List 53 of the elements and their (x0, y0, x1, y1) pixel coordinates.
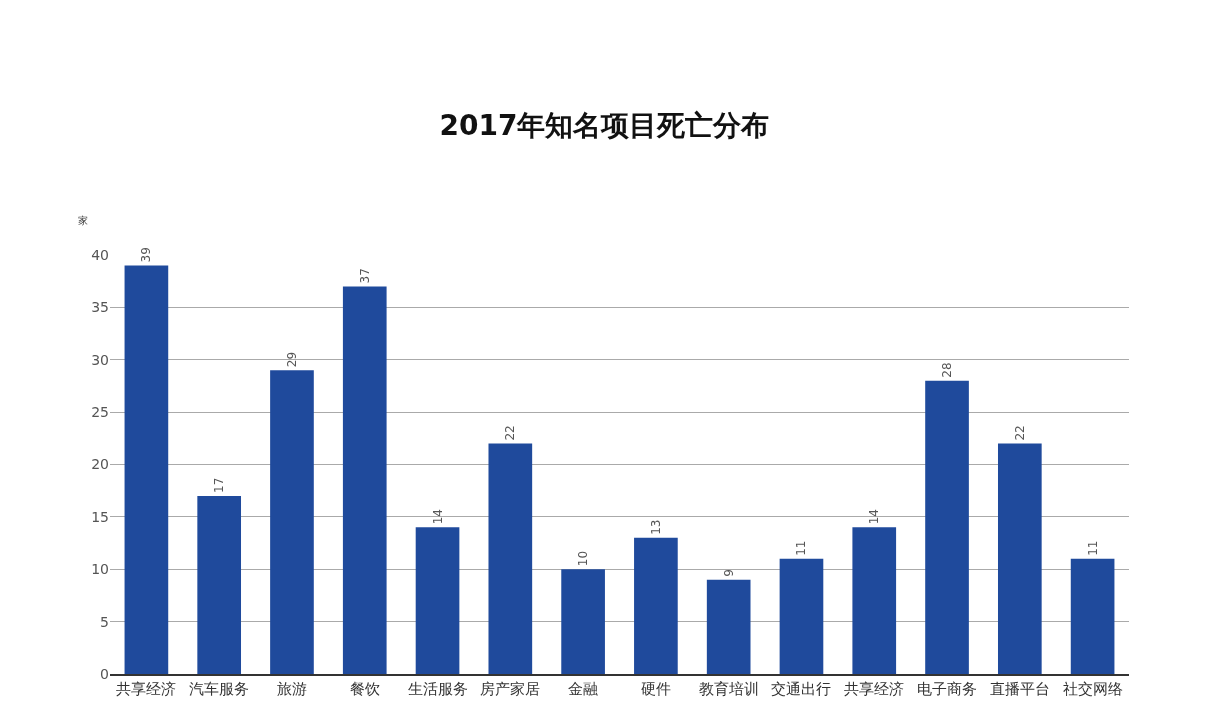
x-tick-label: 金融 (568, 680, 599, 698)
bar (634, 537, 678, 674)
x-tick-label: 生活服务 (407, 680, 468, 698)
x-tick-label: 共享经济 (116, 680, 177, 698)
data-label: 22 (1012, 425, 1027, 441)
y-tick-label: 10 (91, 561, 109, 578)
x-tick-label: 共享经济 (844, 680, 905, 698)
bar (997, 443, 1042, 674)
bar (124, 265, 169, 674)
x-tick-label: 硬件 (640, 680, 671, 698)
y-tick-label: 30 (91, 351, 109, 368)
x-tick-label: 旅游 (276, 680, 307, 698)
bar (342, 286, 387, 674)
data-label: 11 (794, 540, 809, 556)
data-label: 17 (212, 477, 227, 493)
x-tick-label: 教育培训 (698, 680, 759, 698)
x-tick-label: 餐饮 (349, 680, 380, 698)
data-label: 28 (940, 362, 955, 378)
bar (197, 495, 242, 674)
x-tick-label: 电子商务 (917, 680, 978, 698)
y-tick-label: 5 (100, 613, 109, 630)
x-tick-label: 社交网络 (1062, 680, 1123, 698)
y-tick-label: 15 (91, 508, 109, 525)
data-label: 39 (139, 247, 154, 263)
bar (706, 579, 751, 674)
data-label: 14 (867, 509, 882, 525)
bar (270, 370, 314, 674)
data-label: 9 (721, 569, 736, 577)
x-tick-label: 直播平台 (989, 680, 1050, 698)
bar (925, 380, 969, 674)
bar (415, 527, 460, 674)
bar (561, 569, 605, 674)
bar (1070, 558, 1115, 674)
x-tick-label: 交通出行 (771, 680, 832, 698)
y-tick-label: 40 (91, 246, 109, 263)
bar (488, 443, 533, 674)
y-tick-label: 0 (100, 665, 109, 682)
chart-title: 2017年知名项目死亡分布 (439, 109, 770, 143)
data-label: 37 (357, 268, 372, 284)
data-label: 10 (576, 550, 591, 567)
x-tick-label: 房产家居 (480, 680, 541, 698)
bar (852, 527, 897, 674)
data-label: 14 (430, 509, 445, 525)
data-label: 29 (284, 351, 299, 368)
y-axis-title: 家 (78, 215, 88, 226)
data-label: 11 (1085, 540, 1100, 556)
y-tick-label: 20 (91, 456, 109, 473)
data-label: 22 (503, 425, 518, 441)
y-tick-label: 25 (91, 404, 109, 421)
bar (779, 558, 824, 674)
data-label: 13 (648, 519, 663, 535)
y-tick-label: 35 (91, 299, 109, 316)
x-tick-label: 汽车服务 (189, 680, 250, 698)
